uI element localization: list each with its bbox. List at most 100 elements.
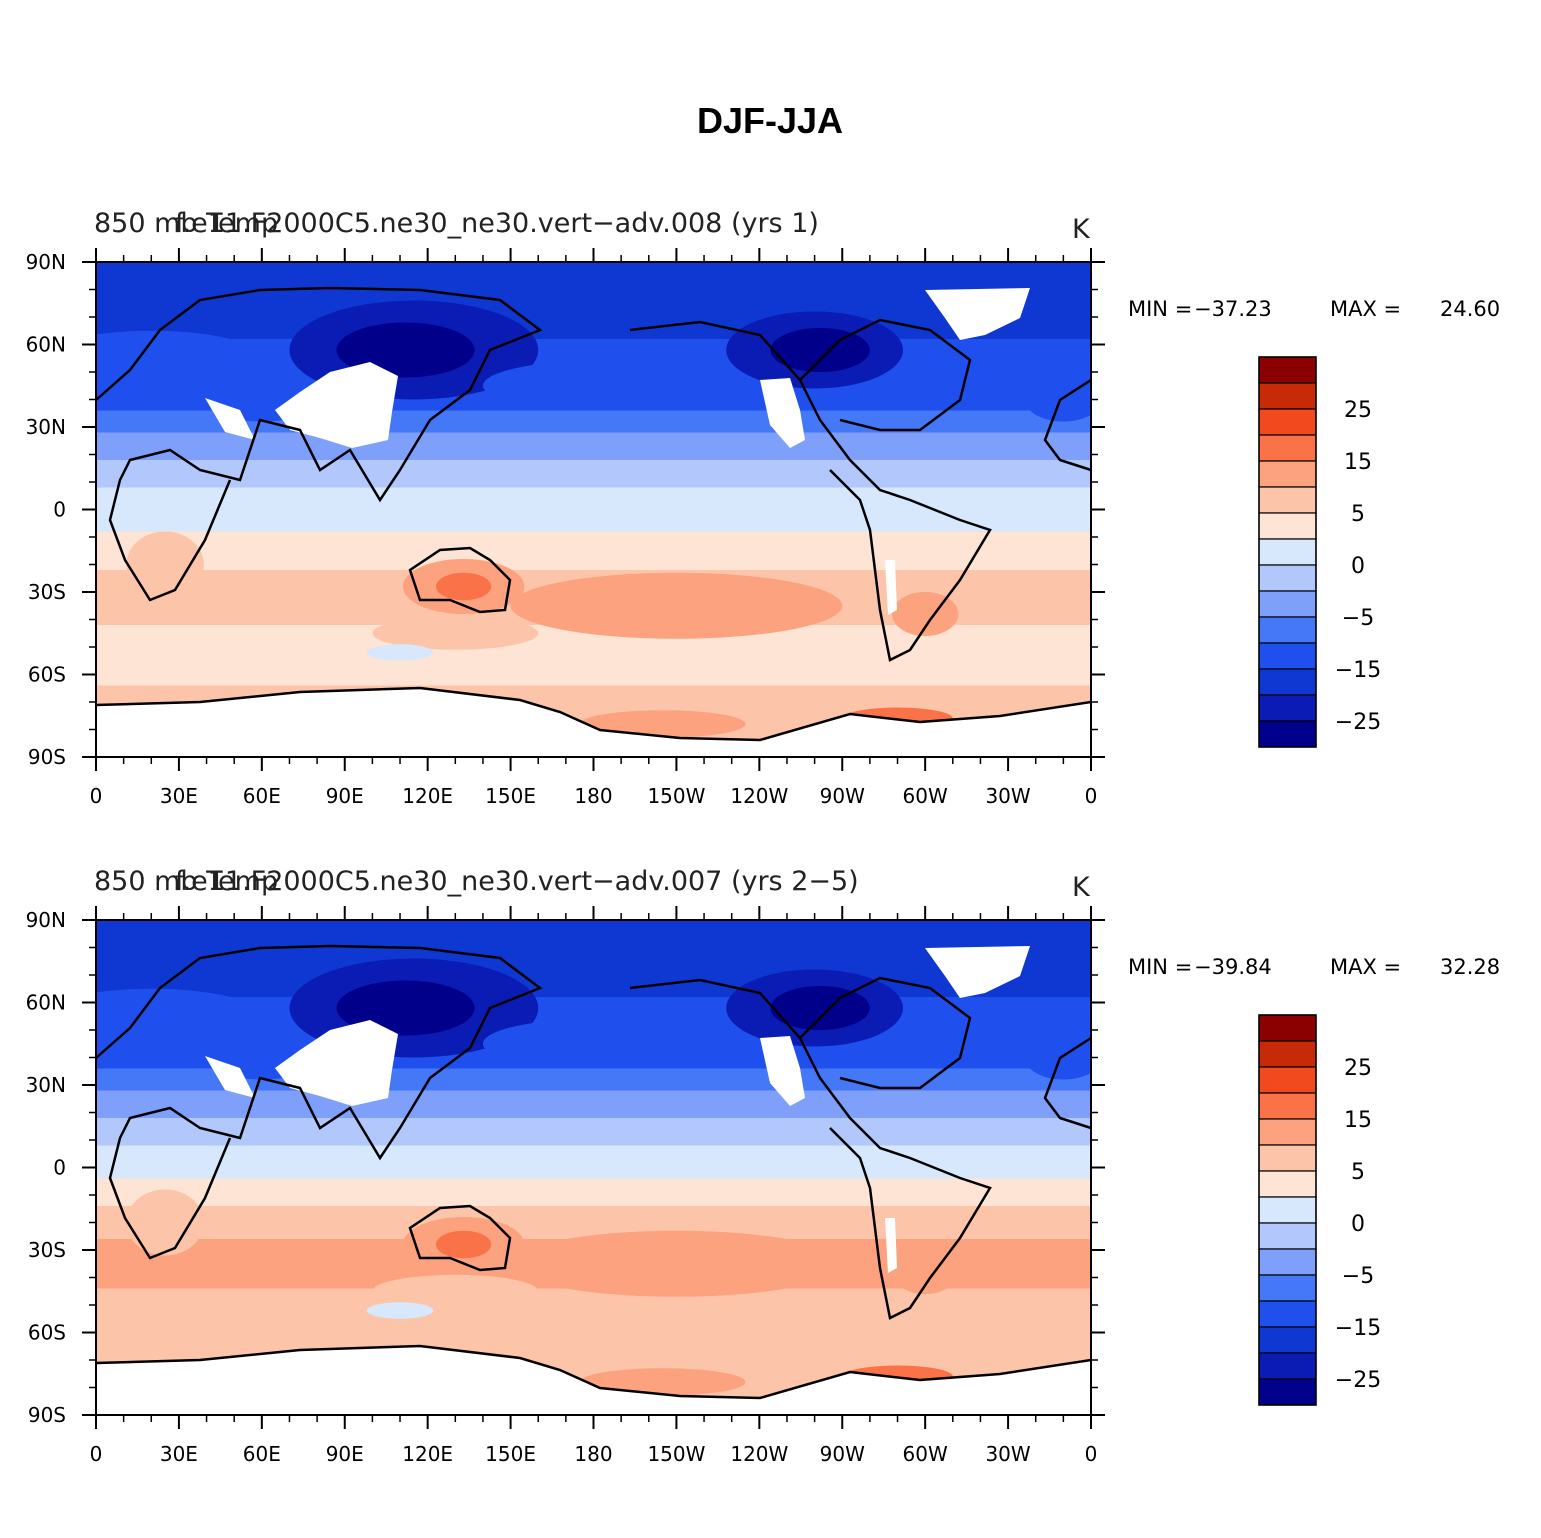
lat-tick-label: 30N [26, 415, 66, 439]
lon-tick-label: 0 [1085, 1442, 1098, 1466]
lat-tick-label: 90N [26, 908, 66, 932]
colorbar-swatch [1258, 1040, 1317, 1068]
panel-units: K [1072, 214, 1091, 245]
colorbar-label: 0 [1351, 1212, 1365, 1237]
colorbar-swatch [1258, 538, 1317, 566]
colorbar-label: 15 [1344, 450, 1372, 475]
lon-tick-label: 0 [90, 784, 103, 808]
lon-tick-label: 150E [485, 1442, 536, 1466]
colorbar: 25 15 5 0 −5 −15 −25 [1258, 356, 1381, 748]
colorbar-label: −25 [1335, 710, 1381, 735]
lon-tick-label: 120W [730, 1442, 788, 1466]
panel-left-title: 850 mb Temp [94, 866, 278, 897]
lon-tick-label: 120W [730, 784, 788, 808]
lat-tick-label: 60S [28, 1321, 66, 1345]
colorbar-swatch [1258, 720, 1317, 748]
colorbar-swatch [1258, 668, 1317, 696]
colorbar-swatch [1258, 434, 1317, 462]
colorbar: 25 15 5 0 −5 −15 −25 [1258, 1014, 1381, 1406]
colorbar-label: 0 [1351, 554, 1365, 579]
minmax-min-label: MIN = [1128, 955, 1192, 979]
colorbar-swatch [1258, 1222, 1317, 1250]
lat-tick-label: 90S [28, 1403, 66, 1427]
minmax-max-label: MAX = [1330, 297, 1401, 321]
lon-tick-label: 60E [243, 784, 281, 808]
lon-tick-label: 30W [985, 784, 1030, 808]
colorbar-label: −15 [1335, 658, 1381, 683]
colorbar-swatch [1258, 616, 1317, 644]
minmax-max-value: 24.60 [1440, 297, 1500, 321]
lon-tick-label: 90E [326, 1442, 364, 1466]
land-mask [96, 288, 1091, 757]
colorbar-swatch [1258, 642, 1317, 670]
colorbar-swatch [1258, 486, 1317, 514]
colorbar-swatch [1258, 590, 1317, 618]
colorbar-label: 5 [1351, 1160, 1365, 1185]
colorbar-label: 15 [1344, 1108, 1372, 1133]
land-mask [96, 946, 1091, 1415]
minmax-min-label: MIN = [1128, 297, 1192, 321]
lon-tick-label: 150W [647, 784, 705, 808]
lat-tick-label: 0 [53, 498, 66, 522]
panel-case-title: f.e11.F2000C5.ne30_ne30.vert−adv.007 (yr… [175, 866, 859, 897]
lon-tick-label: 120E [402, 1442, 453, 1466]
lat-tick-label: 90N [26, 250, 66, 274]
colorbar-swatch [1258, 1196, 1317, 1224]
lon-tick-label: 30E [160, 784, 198, 808]
colorbar-swatch [1258, 1326, 1317, 1354]
coastlines [96, 944, 1091, 1400]
lon-tick-label: 60E [243, 1442, 281, 1466]
colorbar-swatch [1258, 382, 1317, 410]
colorbar-swatch [1258, 1170, 1317, 1198]
temperature-field [96, 920, 1091, 1415]
colorbar-swatch [1258, 694, 1317, 722]
lat-tick-label: 30N [26, 1073, 66, 1097]
lon-tick-label: 90W [820, 784, 865, 808]
lon-tick-label: 0 [1085, 784, 1098, 808]
lon-tick-label: 0 [90, 1442, 103, 1466]
panels: 90N 60N 30N 0 30S 60S 90S 0 30E 60E 90E 120E 150E 180… [26, 208, 1501, 1466]
colorbar-swatch [1258, 564, 1317, 592]
map-panel-2: 90N 60N 30N 0 30S 60S 90S 0 30E 60E 90E 120E 150E 180… [26, 866, 1501, 1466]
colorbar-swatch [1258, 1352, 1317, 1380]
lat-tick-label: 90S [28, 745, 66, 769]
lat-tick-label: 0 [53, 1156, 66, 1180]
minmax-min-value: −39.84 [1194, 955, 1272, 979]
colorbar-label: 5 [1351, 502, 1365, 527]
map-panel-1: 90N 60N 30N 0 30S 60S 90S 0 30E 60E 90E 120E 150E 180… [26, 208, 1501, 808]
colorbar-swatch [1258, 1248, 1317, 1276]
colorbar-swatch [1258, 1378, 1317, 1406]
lon-tick-label: 90E [326, 784, 364, 808]
lon-tick-label: 60W [903, 784, 948, 808]
lon-tick-label: 60W [903, 1442, 948, 1466]
lat-tick-label: 60S [28, 663, 66, 687]
temperature-field [96, 262, 1091, 757]
colorbar-swatch [1258, 408, 1317, 436]
colorbar-swatch [1258, 1014, 1317, 1042]
minmax-min-value: −37.23 [1194, 297, 1272, 321]
colorbar-label: −25 [1335, 1368, 1381, 1393]
lon-tick-label: 180 [574, 784, 612, 808]
panel-case-title: f.e11.F2000C5.ne30_ne30.vert−adv.008 (yr… [175, 208, 819, 239]
lat-tick-label: 60N [26, 333, 66, 357]
colorbar-swatch [1258, 1300, 1317, 1328]
panel-units: K [1072, 872, 1091, 903]
colorbar-swatch [1258, 460, 1317, 488]
colorbar-label: −15 [1335, 1316, 1381, 1341]
colorbar-swatch [1258, 1144, 1317, 1172]
lon-tick-label: 150W [647, 1442, 705, 1466]
colorbar-swatch [1258, 1092, 1317, 1120]
lon-tick-label: 30W [985, 1442, 1030, 1466]
coastlines [96, 286, 1091, 742]
minmax-max-value: 32.28 [1440, 955, 1500, 979]
figure-title: DJF-JJA [697, 100, 843, 141]
colorbar-label: −5 [1342, 606, 1374, 631]
lat-tick-label: 30S [28, 580, 66, 604]
lon-tick-label: 30E [160, 1442, 198, 1466]
lat-tick-label: 60N [26, 991, 66, 1015]
lon-tick-label: 90W [820, 1442, 865, 1466]
lon-tick-label: 150E [485, 784, 536, 808]
colorbar-swatch [1258, 512, 1317, 540]
lon-tick-label: 180 [574, 1442, 612, 1466]
